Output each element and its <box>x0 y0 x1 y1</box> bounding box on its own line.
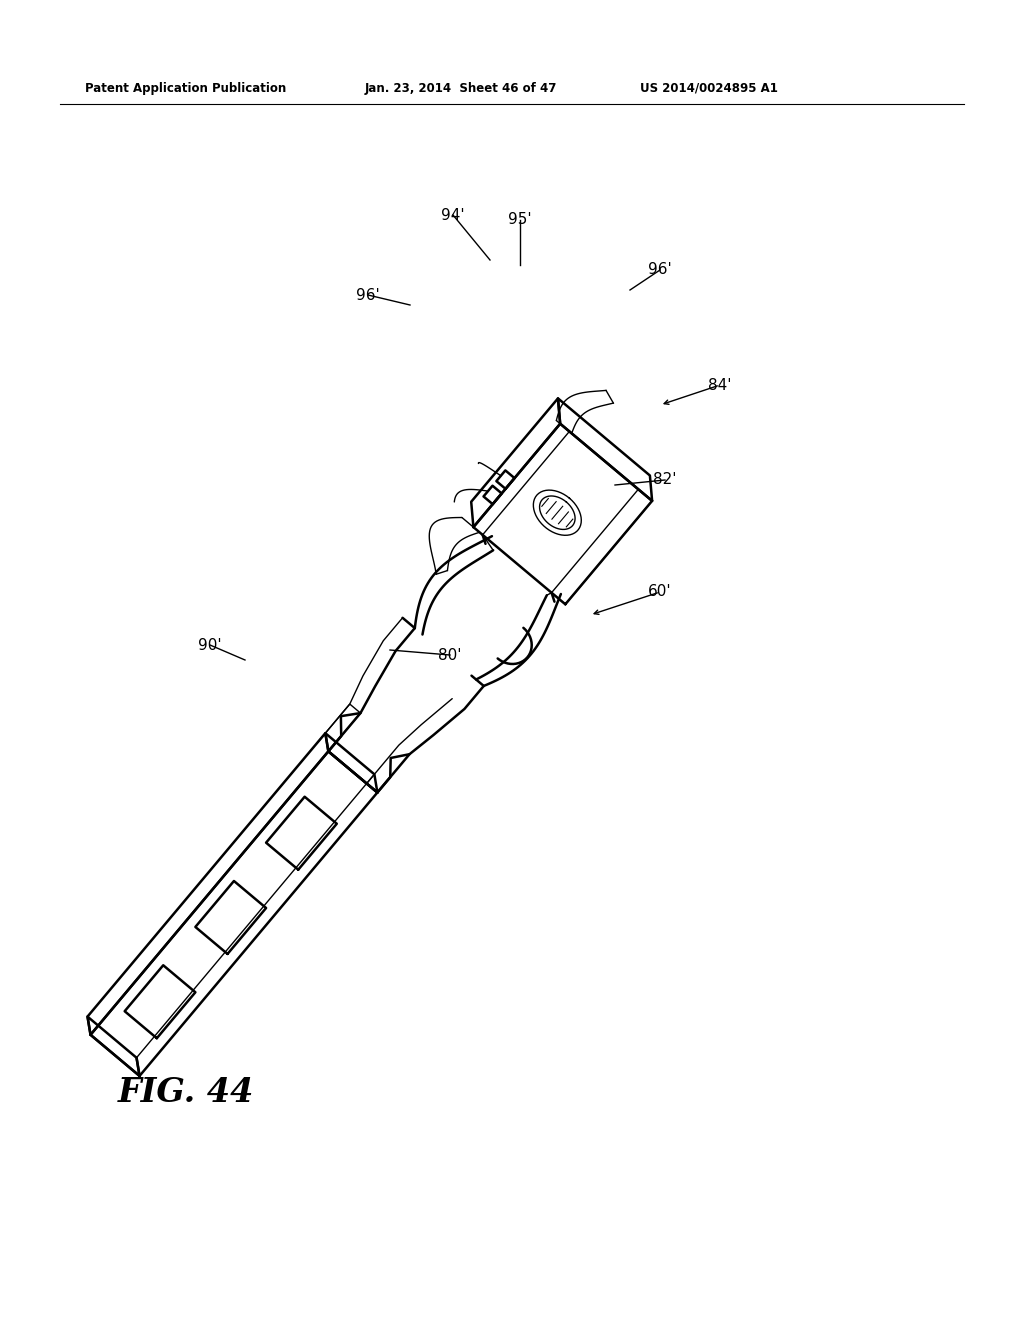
Text: Jan. 23, 2014  Sheet 46 of 47: Jan. 23, 2014 Sheet 46 of 47 <box>365 82 557 95</box>
Text: 96': 96' <box>648 263 672 277</box>
Text: Patent Application Publication: Patent Application Publication <box>85 82 287 95</box>
Text: 84': 84' <box>709 378 732 392</box>
Text: 60': 60' <box>648 585 672 599</box>
Text: 95': 95' <box>508 213 531 227</box>
Text: US 2014/0024895 A1: US 2014/0024895 A1 <box>640 82 778 95</box>
Text: FIG. 44: FIG. 44 <box>118 1076 254 1109</box>
Text: 94': 94' <box>441 207 465 223</box>
Text: 90': 90' <box>199 638 222 652</box>
Text: 82': 82' <box>653 473 677 487</box>
Text: 96': 96' <box>356 288 380 302</box>
Text: 80': 80' <box>438 648 462 663</box>
